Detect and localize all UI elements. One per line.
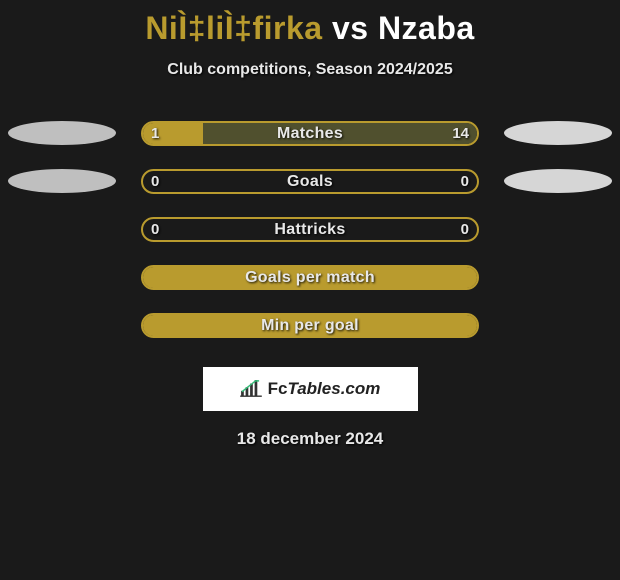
stat-label: Min per goal [143,315,477,336]
vs-text: vs [332,10,369,46]
stat-label: Hattricks [143,219,477,240]
stat-label: Goals per match [143,267,477,288]
page-title: NiÌ‡liÌ‡firka vs Nzaba [0,10,620,47]
fctables-logo[interactable]: FcTables.com [203,367,418,411]
stat-label: Goals [143,171,477,192]
stat-row: Goals per match [0,253,620,301]
stat-row: 00Hattricks [0,205,620,253]
player2-marker [504,121,612,145]
stat-bar: 00Hattricks [141,217,479,242]
chart-icon [240,380,262,398]
stat-rows: 114Matches 00Goals 00Hattricks Goals per ma… [0,109,620,349]
date-text: 18 december 2024 [0,429,620,449]
player2-name: Nzaba [378,10,475,46]
subtitle: Club competitions, Season 2024/2025 [0,61,620,79]
stat-bar: 114Matches [141,121,479,146]
player1-name: NiÌ‡liÌ‡firka [145,10,322,46]
player1-marker [8,121,116,145]
stat-bar: Min per goal [141,313,479,338]
stat-label: Matches [143,123,477,144]
stat-row: 00Goals [0,157,620,205]
logo-text: FcTables.com [268,379,381,399]
stat-bar: 00Goals [141,169,479,194]
comparison-card: NiÌ‡liÌ‡firka vs Nzaba Club competitions… [0,10,620,449]
stat-row: 114Matches [0,109,620,157]
player2-marker [504,169,612,193]
player1-marker [8,169,116,193]
stat-bar: Goals per match [141,265,479,290]
stat-row: Min per goal [0,301,620,349]
